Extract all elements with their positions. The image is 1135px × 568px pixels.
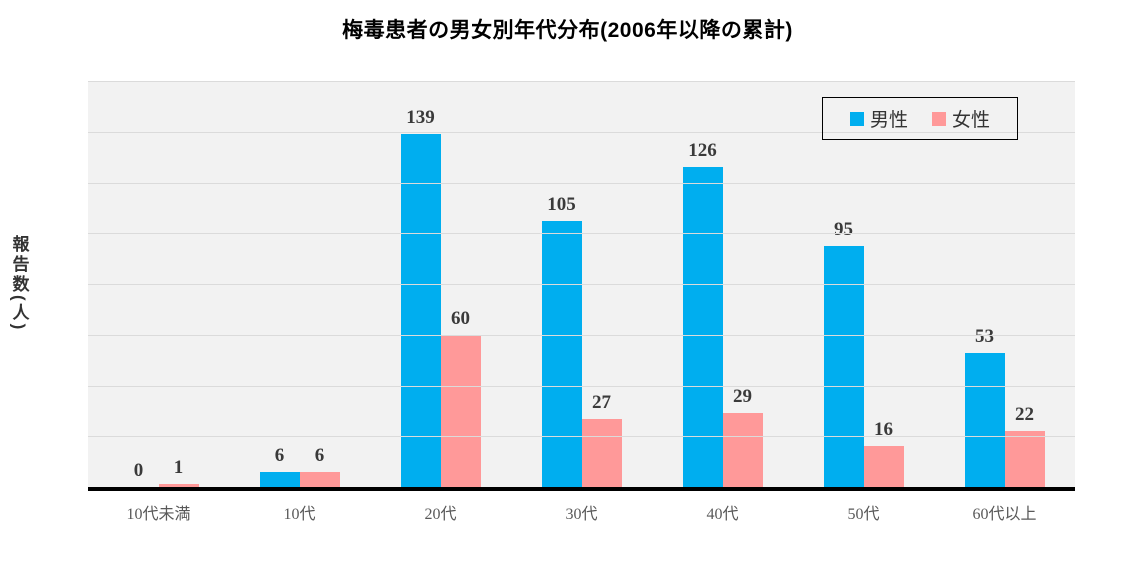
chart-title: 梅毒患者の男女別年代分布(2006年以降の累計) bbox=[342, 19, 793, 42]
bar-wrap: 95 bbox=[823, 81, 864, 487]
male-color-swatch bbox=[849, 111, 864, 126]
x-category-label: 10代未満 bbox=[126, 506, 191, 523]
legend-item-female: 女性 bbox=[932, 105, 990, 132]
female-bar-20代 bbox=[440, 334, 481, 487]
bar-wrap: 60 bbox=[440, 81, 481, 487]
bar-value-label: 53 bbox=[975, 325, 994, 347]
male-bar-30代 bbox=[541, 220, 582, 487]
bar-value-label: 60 bbox=[451, 307, 470, 329]
female-bar-60代以上 bbox=[1004, 431, 1045, 487]
bar-value-label: 139 bbox=[406, 107, 435, 129]
female-bar-40代 bbox=[722, 413, 763, 487]
gridline-60 bbox=[88, 334, 1075, 336]
bar-value-label: 0 bbox=[133, 460, 144, 481]
bar-value-label: 1 bbox=[173, 457, 184, 479]
gridline-80 bbox=[88, 284, 1075, 285]
bar-wrap: 139 bbox=[400, 81, 441, 487]
bar-group: 53 22 bbox=[934, 81, 1075, 487]
plot-area: 0 1 6 6 139 60 105 27 126 29 95 16 53 22 bbox=[88, 81, 1075, 487]
x-axis-labels: 10代未満 10代 20代 30代 40代 50代 60代以上 bbox=[88, 500, 1075, 524]
y-axis-title: 報告数(人) bbox=[9, 235, 29, 333]
female-color-swatch bbox=[932, 111, 946, 126]
bar-group: 126 29 bbox=[652, 81, 793, 487]
bar-wrap: 6 bbox=[299, 81, 340, 487]
bar-value-label: 6 bbox=[314, 444, 325, 466]
legend: 男性 女性 bbox=[822, 97, 1018, 140]
bar-value-label: 29 bbox=[733, 386, 752, 408]
bar-wrap: 27 bbox=[581, 81, 622, 487]
x-category-label: 30代 bbox=[565, 506, 598, 523]
bar-value-label: 22 bbox=[1015, 404, 1034, 426]
bar-wrap: 6 bbox=[259, 81, 300, 487]
female-bar-50代 bbox=[863, 446, 904, 487]
bar-value-label: 16 bbox=[874, 419, 893, 441]
bar-group: 95 16 bbox=[793, 81, 934, 487]
legend-label-male: 男性 bbox=[869, 110, 908, 131]
gridline-40 bbox=[88, 385, 1075, 387]
x-axis-line bbox=[88, 487, 1075, 491]
female-bar-30代 bbox=[581, 418, 622, 487]
bar-group: 105 27 bbox=[511, 81, 652, 487]
bar-value-label: 95 bbox=[834, 218, 853, 240]
male-bar-50代 bbox=[823, 245, 864, 487]
male-bar-10代 bbox=[259, 471, 300, 487]
female-bar-10代未満 bbox=[158, 484, 199, 487]
gridline-140 bbox=[88, 131, 1075, 133]
x-category-label: 40代 bbox=[706, 506, 739, 523]
bar-wrap: 0 bbox=[119, 81, 159, 487]
bar-value-label: 27 bbox=[592, 391, 611, 413]
gridline-100 bbox=[88, 233, 1075, 235]
x-category-label: 50代 bbox=[847, 506, 880, 523]
bar-wrap: 126 bbox=[682, 81, 723, 487]
male-bar-60代以上 bbox=[964, 352, 1005, 487]
bar-wrap: 105 bbox=[541, 81, 582, 487]
x-category-label: 10代 bbox=[283, 506, 316, 523]
gridline-120 bbox=[88, 182, 1075, 184]
x-category-label: 20代 bbox=[424, 506, 457, 523]
bar-value-label: 105 bbox=[547, 193, 576, 215]
male-bar-40代 bbox=[682, 167, 723, 487]
x-category-label: 60代以上 bbox=[972, 506, 1037, 523]
female-bar-10代 bbox=[299, 471, 340, 487]
male-bar-20代 bbox=[400, 134, 441, 487]
bar-group: 139 60 bbox=[370, 81, 511, 487]
bar-groups: 0 1 6 6 139 60 105 27 126 29 95 16 53 22 bbox=[88, 81, 1075, 487]
bar-wrap: 29 bbox=[722, 81, 763, 487]
bar-wrap: 53 bbox=[964, 81, 1005, 487]
bar-value-label: 126 bbox=[688, 140, 717, 162]
bar-wrap: 16 bbox=[863, 81, 904, 487]
gridline-160 bbox=[88, 81, 1075, 82]
bar-wrap: 1 bbox=[158, 81, 199, 487]
legend-item-male: 男性 bbox=[849, 105, 908, 132]
bar-value-label: 6 bbox=[274, 444, 285, 466]
bar-wrap: 22 bbox=[1004, 81, 1045, 487]
gridline-20 bbox=[88, 436, 1075, 438]
legend-label-female: 女性 bbox=[952, 110, 991, 131]
